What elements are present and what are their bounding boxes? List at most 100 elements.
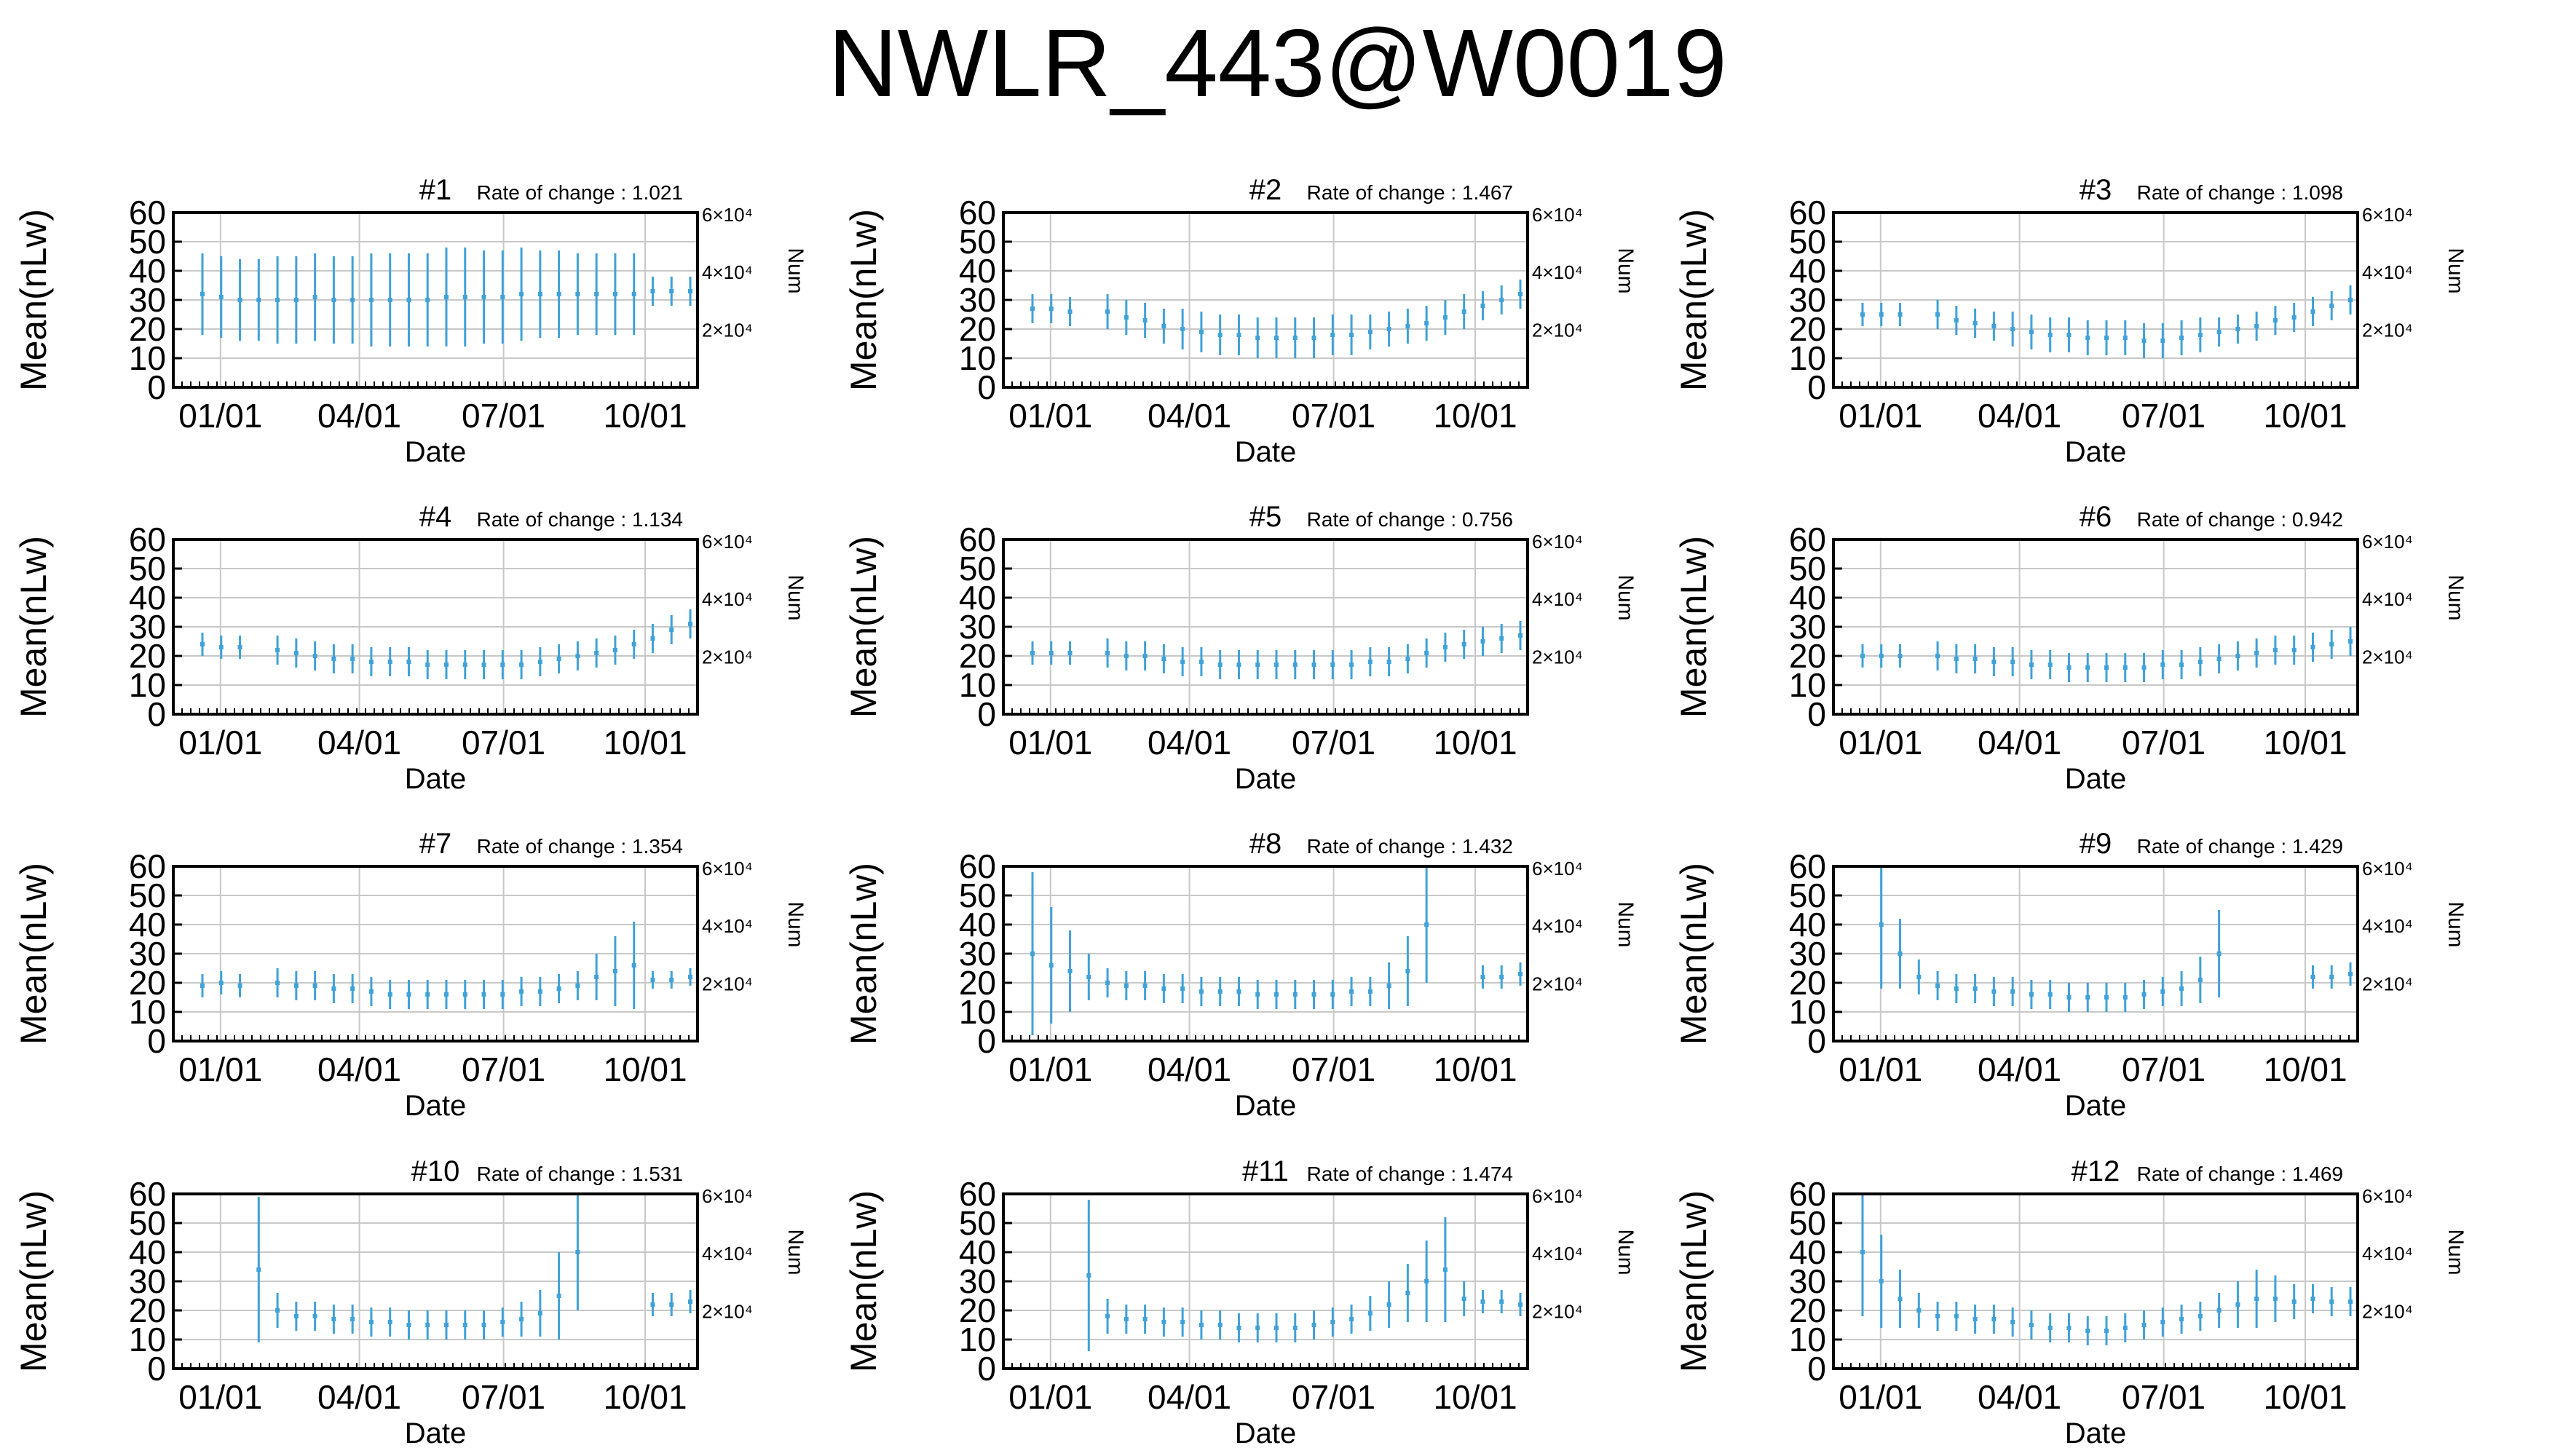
xtick-label: 04/01	[317, 724, 401, 761]
data-point	[331, 1317, 336, 1321]
ytick-label: 50	[129, 1204, 166, 1242]
data-point	[1142, 654, 1148, 658]
data-point	[2029, 992, 2034, 997]
data-point	[1105, 309, 1110, 314]
data-point	[2179, 336, 2184, 340]
data-point	[1405, 324, 1410, 328]
xtick-label: 04/01	[1978, 724, 2061, 761]
data-point	[519, 292, 524, 296]
y2tick-label: 2×10⁴	[702, 646, 753, 668]
ytick-label: 60	[1789, 194, 1826, 232]
data-point	[200, 984, 205, 988]
data-point	[1386, 1302, 1391, 1307]
xtick-label: 07/01	[2122, 1378, 2205, 1416]
data-point	[1916, 1308, 1922, 1313]
x-axis-label: Date	[1235, 1417, 1297, 1449]
y2tick-label: 4×10⁴	[2362, 1243, 2413, 1265]
data-point	[406, 298, 411, 302]
data-point	[537, 989, 542, 994]
xtick-label: 10/01	[1433, 397, 1517, 435]
xtick-label: 04/01	[1978, 397, 2061, 435]
data-point	[2272, 318, 2278, 323]
data-point	[2197, 333, 2203, 337]
data-point	[1142, 1317, 1148, 1321]
data-point	[2029, 662, 2034, 667]
data-point	[1991, 1317, 1997, 1321]
y2tick-label: 4×10⁴	[1532, 915, 1583, 937]
x-axis-label: Date	[1235, 1090, 1297, 1122]
data-point	[2216, 657, 2222, 661]
data-point	[1424, 1279, 1429, 1283]
y2tick-label: 4×10⁴	[1532, 261, 1583, 283]
y-axis-label: Mean(nLw)	[843, 536, 884, 718]
data-point	[519, 662, 524, 667]
xtick-label: 01/01	[1008, 1051, 1092, 1088]
ytick-label: 60	[959, 194, 996, 232]
data-point	[2216, 951, 2222, 956]
data-point	[1972, 1317, 1978, 1321]
ytick-label: 20	[129, 310, 166, 348]
y2tick-label: 6×10⁴	[2362, 204, 2413, 226]
xtick-label: 07/01	[1292, 1051, 1375, 1088]
data-point	[256, 298, 261, 302]
data-point	[2310, 1297, 2315, 1301]
data-point	[1067, 969, 1073, 973]
data-point	[650, 1302, 655, 1307]
data-point	[2272, 648, 2278, 652]
data-point	[462, 992, 467, 997]
y2tick-label: 6×10⁴	[1532, 858, 1583, 879]
y2tick-label: 4×10⁴	[2362, 915, 2413, 937]
data-point	[1879, 654, 1884, 658]
data-point	[1067, 651, 1073, 655]
data-point	[1935, 654, 1940, 658]
data-point	[612, 648, 617, 652]
y-axis-label: Mean(nLw)	[843, 1190, 884, 1372]
x-axis-label: Date	[2065, 436, 2127, 468]
x-axis-label: Date	[2065, 763, 2127, 795]
ytick-label: 40	[129, 579, 166, 617]
data-point	[575, 292, 580, 296]
y2tick-label: 4×10⁴	[2362, 588, 2413, 610]
y2tick-label: 2×10⁴	[1532, 973, 1583, 994]
rate-of-change-label: Rate of change : 1.098	[2137, 181, 2343, 204]
data-point	[2104, 995, 2109, 1000]
panel-title: #6	[2080, 501, 2112, 533]
data-point	[1292, 336, 1298, 340]
ytick-label: 20	[129, 1291, 166, 1329]
y2tick-label: 2×10⁴	[2362, 319, 2413, 341]
data-point	[669, 628, 674, 632]
ytick-label: 0	[147, 1350, 166, 1388]
data-point	[1049, 306, 1054, 311]
y2tick-label: 2×10⁴	[702, 1300, 753, 1322]
data-point	[556, 657, 561, 661]
data-point	[2160, 989, 2165, 994]
data-point	[444, 662, 449, 667]
y2tick-label: 4×10⁴	[702, 915, 753, 937]
ytick-label: 10	[1789, 993, 1826, 1031]
y-axis-label: Mean(nLw)	[13, 209, 54, 391]
data-point	[2066, 665, 2072, 670]
data-point	[1424, 321, 1429, 325]
y2-axis-label: Num	[783, 248, 807, 293]
ytick-label: 50	[1789, 877, 1826, 914]
data-point	[1049, 651, 1054, 655]
data-point	[1142, 984, 1148, 988]
y2tick-label: 4×10⁴	[702, 261, 753, 283]
data-point	[293, 984, 299, 988]
y-axis-label: Mean(nLw)	[13, 536, 54, 718]
data-point	[1311, 992, 1316, 997]
ytick-label: 0	[977, 695, 996, 733]
ytick-label: 20	[1789, 964, 1826, 1002]
data-point	[650, 978, 655, 982]
data-point	[1367, 1311, 1373, 1315]
xtick-label: 04/01	[317, 1378, 401, 1416]
data-point	[500, 1320, 505, 1324]
y2tick-label: 4×10⁴	[702, 1243, 753, 1265]
data-point	[256, 1267, 261, 1272]
data-point	[1954, 657, 1959, 661]
panel-title: #4	[419, 501, 452, 533]
data-point	[556, 1294, 561, 1298]
ytick-label: 60	[959, 847, 996, 885]
ytick-label: 60	[1789, 1175, 1826, 1213]
